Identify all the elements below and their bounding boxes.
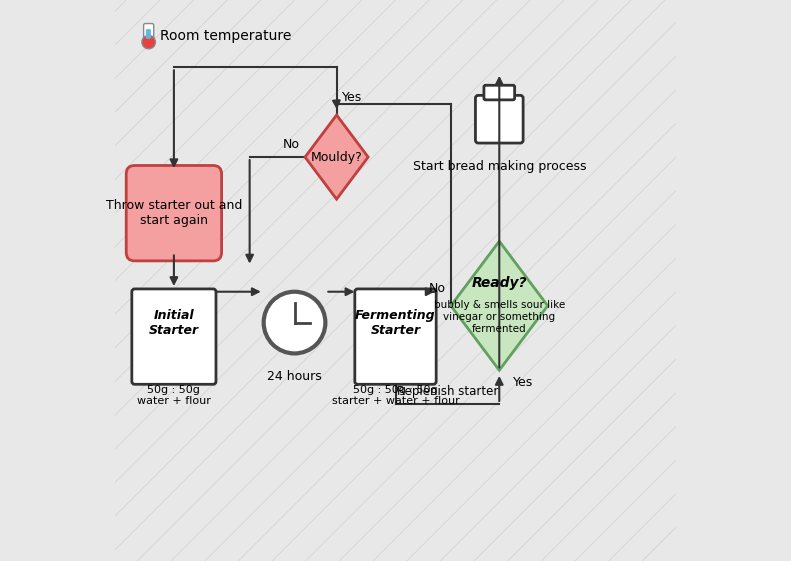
Text: bubbly & smells sour like
vinegar or something
fermented: bubbly & smells sour like vinegar or som… (433, 300, 565, 334)
Text: Replenish starter: Replenish starter (397, 385, 498, 398)
Text: No: No (282, 139, 300, 151)
Polygon shape (451, 241, 547, 370)
Text: Throw starter out and
start again: Throw starter out and start again (106, 199, 242, 227)
FancyBboxPatch shape (355, 289, 436, 384)
FancyBboxPatch shape (146, 29, 151, 39)
Text: 50g : 50g
water + flour: 50g : 50g water + flour (137, 385, 211, 406)
Text: No: No (428, 282, 445, 296)
FancyBboxPatch shape (475, 95, 523, 143)
Text: 24 hours: 24 hours (267, 370, 322, 383)
FancyBboxPatch shape (484, 85, 515, 100)
Circle shape (263, 292, 325, 353)
Text: Mouldy?: Mouldy? (311, 150, 362, 164)
Text: Room temperature: Room temperature (160, 30, 291, 43)
FancyBboxPatch shape (132, 289, 216, 384)
Text: Fermenting
Starter: Fermenting Starter (355, 309, 436, 337)
Text: Initial
Starter: Initial Starter (149, 309, 199, 337)
Text: Start bread making process: Start bread making process (413, 160, 586, 173)
FancyBboxPatch shape (127, 165, 221, 261)
Text: Yes: Yes (513, 376, 534, 389)
Text: Yes: Yes (343, 91, 362, 104)
Circle shape (142, 35, 155, 49)
FancyBboxPatch shape (144, 24, 153, 41)
Text: 50g : 50g : 50g
starter + water + flour: 50g : 50g : 50g starter + water + flour (331, 385, 460, 406)
Polygon shape (305, 115, 368, 199)
Text: Ready?: Ready? (471, 277, 527, 290)
